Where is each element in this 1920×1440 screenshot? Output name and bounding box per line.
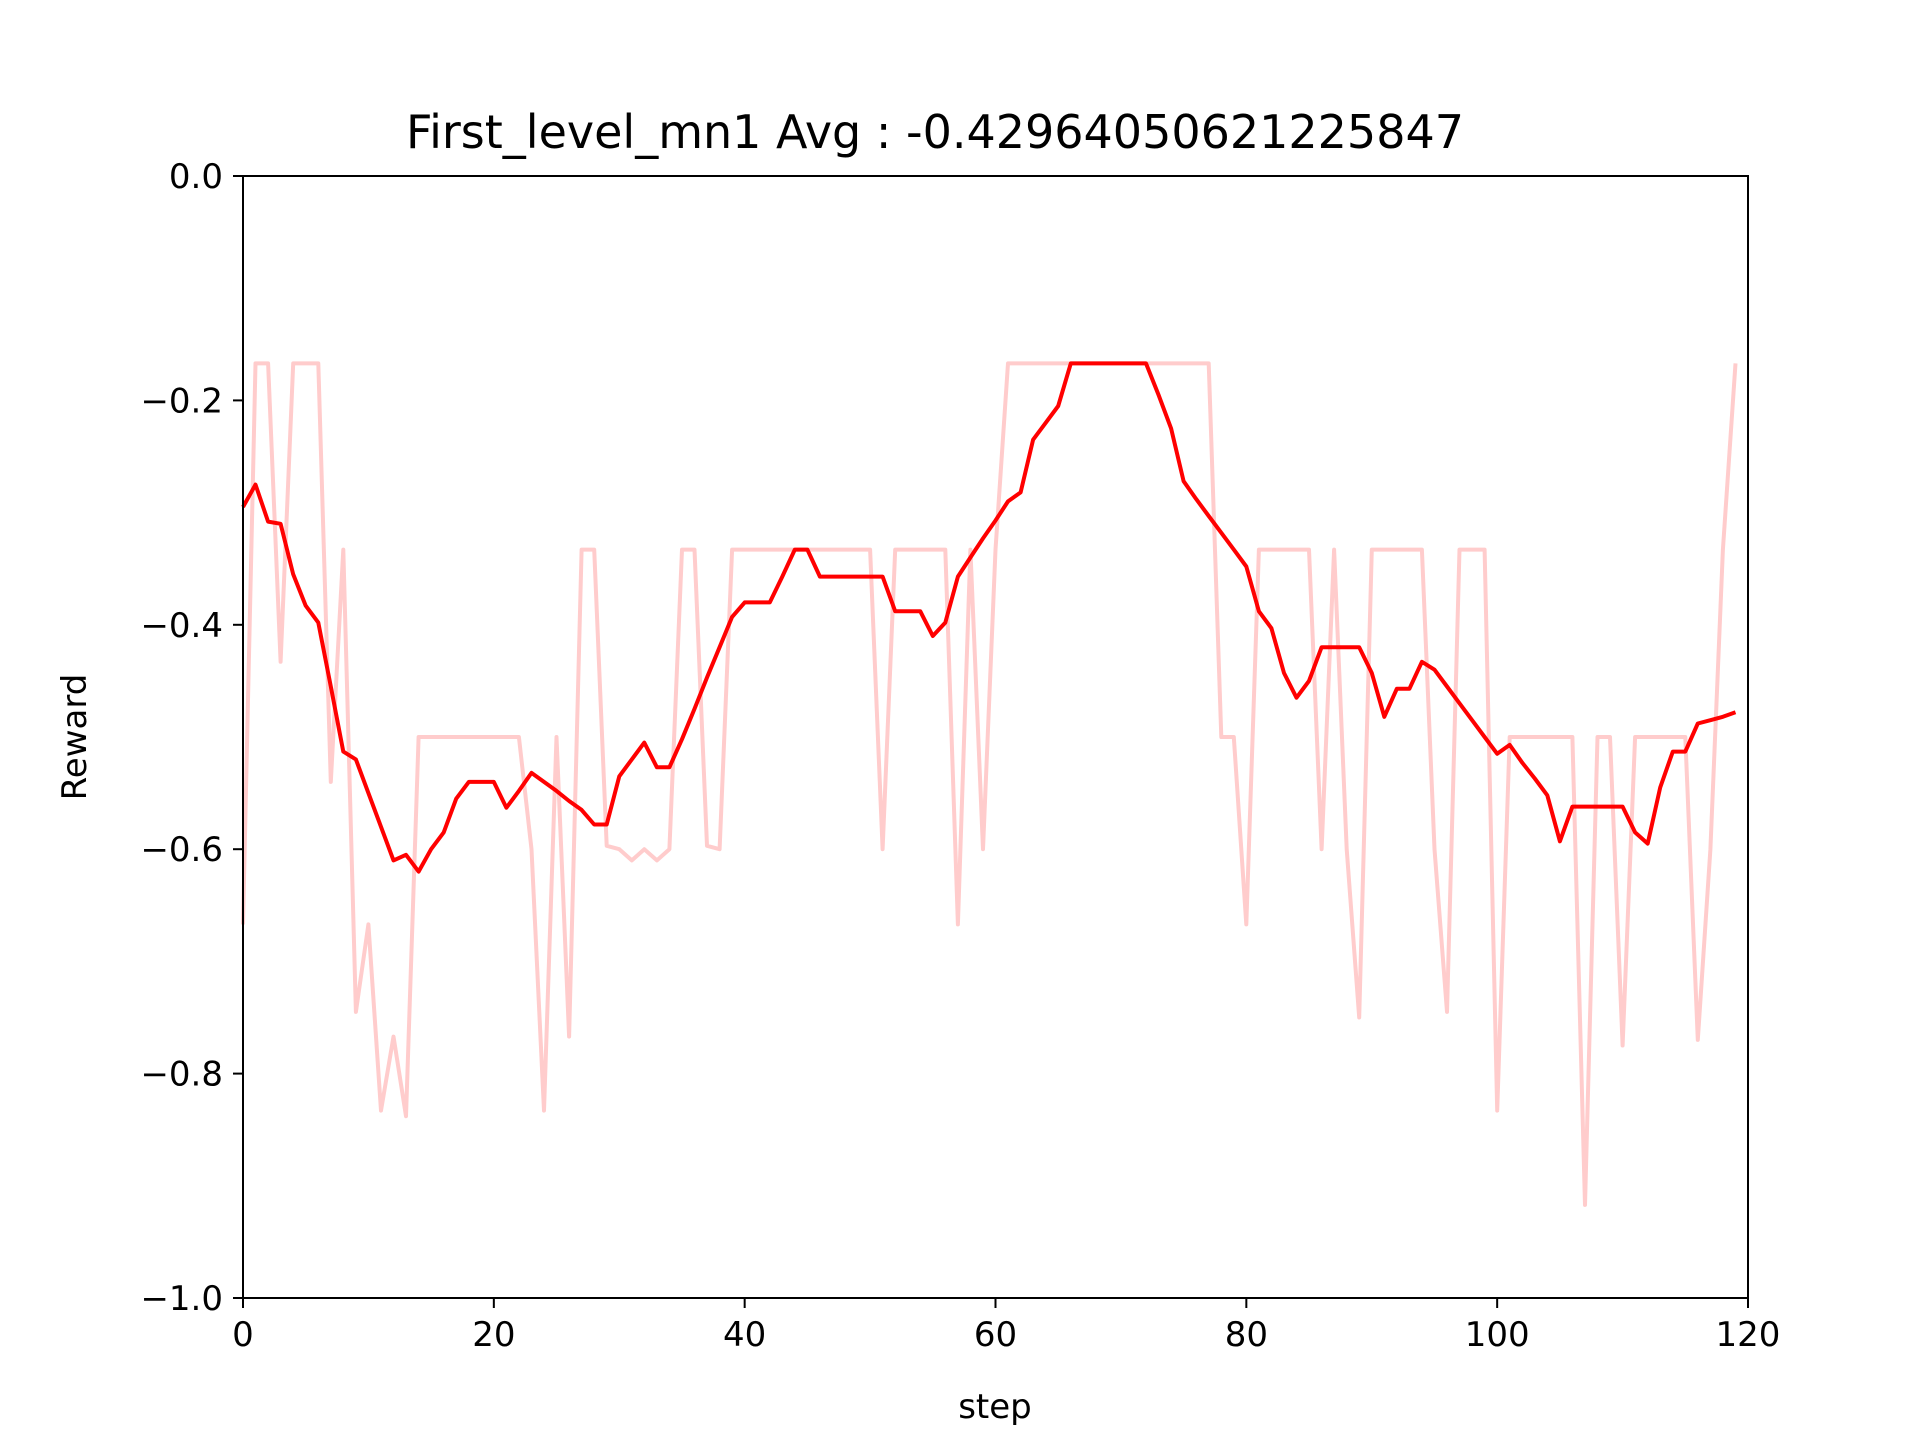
- x-tick-label: 100: [1465, 1315, 1530, 1355]
- x-tick-label: 0: [232, 1315, 254, 1355]
- y-tick-label: 0.0: [169, 157, 223, 197]
- x-tick-label: 80: [1225, 1315, 1268, 1355]
- x-tick-label: 40: [723, 1315, 766, 1355]
- y-tick-label: −0.4: [140, 606, 223, 646]
- series-line-raw: [241, 361, 1738, 1207]
- y-tick-label: −0.6: [140, 830, 223, 870]
- y-tick-label: −1.0: [140, 1279, 223, 1319]
- chart-title: First_level_mn1 Avg : -0.429640506212258…: [406, 105, 1464, 159]
- x-axis-label: step: [958, 1387, 1032, 1427]
- y-tick-label: −0.8: [140, 1055, 223, 1095]
- y-tick-label: −0.2: [140, 381, 223, 421]
- series-layer: [241, 361, 1738, 1207]
- x-tick-label: 120: [1716, 1315, 1781, 1355]
- y-axis-label: Reward: [55, 674, 95, 801]
- y-axis: 0.0 −0.2 −0.4 −0.6 −0.8 −1.0: [140, 157, 243, 1319]
- x-axis: 0 20 40 60 80 100 120: [232, 1298, 1780, 1355]
- x-tick-label: 60: [974, 1315, 1017, 1355]
- series-line-smoothed: [241, 361, 1737, 874]
- x-tick-label: 20: [472, 1315, 515, 1355]
